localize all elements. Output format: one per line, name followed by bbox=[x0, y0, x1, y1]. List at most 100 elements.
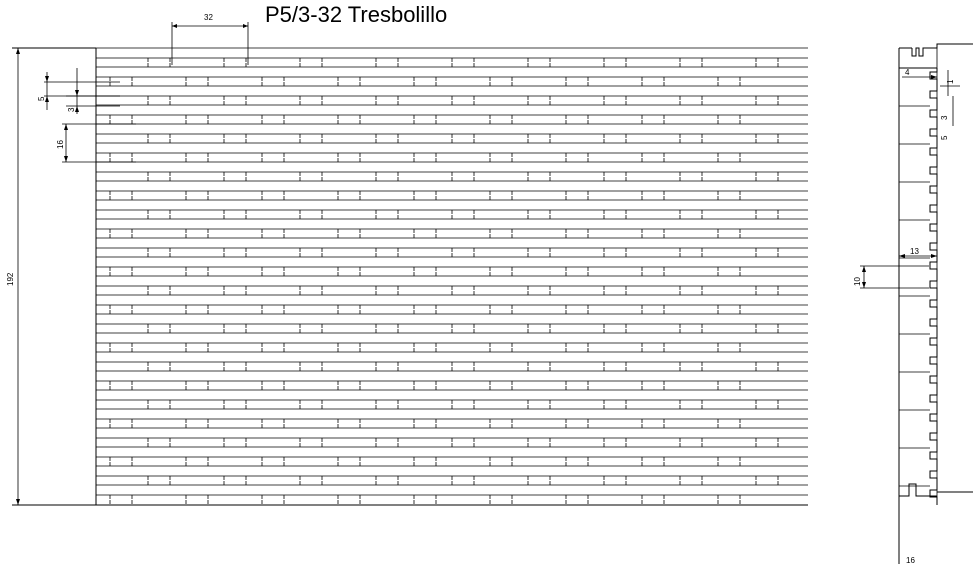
slot bbox=[299, 96, 323, 105]
slot bbox=[679, 172, 703, 181]
slot bbox=[261, 457, 285, 466]
slot bbox=[451, 362, 475, 371]
slot bbox=[375, 400, 399, 409]
slot bbox=[413, 191, 437, 200]
slot bbox=[261, 77, 285, 86]
slot bbox=[413, 267, 437, 276]
slot bbox=[527, 286, 551, 295]
slot bbox=[489, 267, 513, 276]
slot bbox=[565, 305, 589, 314]
slot bbox=[223, 172, 247, 181]
front-dimensions: 32 192 5 3 16 bbox=[6, 13, 249, 505]
slot bbox=[147, 96, 171, 105]
slot bbox=[337, 229, 361, 238]
slot bbox=[223, 324, 247, 333]
slot bbox=[375, 324, 399, 333]
slot-row bbox=[96, 218, 808, 238]
slot bbox=[755, 210, 779, 219]
slot bbox=[451, 438, 475, 447]
slot bbox=[413, 495, 437, 504]
slot bbox=[755, 286, 779, 295]
slot bbox=[603, 58, 627, 67]
row-pitch-label: 16 bbox=[56, 140, 65, 149]
slot bbox=[223, 362, 247, 371]
slot bbox=[451, 96, 475, 105]
slot bbox=[641, 153, 665, 162]
slot bbox=[185, 115, 209, 124]
slot bbox=[603, 210, 627, 219]
slot bbox=[641, 77, 665, 86]
slot bbox=[451, 58, 475, 67]
slot bbox=[185, 191, 209, 200]
slot bbox=[489, 305, 513, 314]
slot bbox=[413, 419, 437, 428]
slot bbox=[527, 210, 551, 219]
slot bbox=[755, 476, 779, 485]
slot bbox=[413, 77, 437, 86]
slot bbox=[375, 286, 399, 295]
slot bbox=[223, 286, 247, 295]
slot-row bbox=[96, 275, 808, 295]
slot bbox=[565, 419, 589, 428]
slot bbox=[641, 495, 665, 504]
slot bbox=[413, 457, 437, 466]
slot bbox=[185, 77, 209, 86]
slot bbox=[109, 343, 133, 352]
slot-row bbox=[96, 332, 808, 352]
slot bbox=[375, 248, 399, 257]
slot bbox=[413, 343, 437, 352]
slot bbox=[375, 96, 399, 105]
slot-row bbox=[96, 465, 808, 485]
slot bbox=[489, 381, 513, 390]
slot bbox=[489, 77, 513, 86]
bar-height-label: 3 bbox=[67, 107, 76, 112]
slot bbox=[337, 153, 361, 162]
slot bbox=[565, 191, 589, 200]
slot bbox=[147, 58, 171, 67]
slot bbox=[679, 400, 703, 409]
slot bbox=[565, 153, 589, 162]
slot bbox=[261, 153, 285, 162]
slot bbox=[755, 172, 779, 181]
slot bbox=[489, 191, 513, 200]
slot-row bbox=[96, 370, 808, 390]
slot bbox=[679, 476, 703, 485]
slot bbox=[565, 115, 589, 124]
slot bbox=[413, 381, 437, 390]
tooth-height-label: 10 bbox=[853, 277, 862, 286]
slot bbox=[337, 343, 361, 352]
slot bbox=[261, 381, 285, 390]
side-teeth-profile bbox=[929, 68, 938, 505]
slot bbox=[603, 476, 627, 485]
slot bbox=[527, 248, 551, 257]
slot bbox=[717, 305, 741, 314]
slot-row bbox=[96, 237, 808, 257]
slot bbox=[641, 229, 665, 238]
slot bbox=[717, 229, 741, 238]
slot bbox=[565, 229, 589, 238]
slot bbox=[223, 248, 247, 257]
slot bbox=[451, 172, 475, 181]
slot-row bbox=[96, 389, 808, 409]
gap-label: 1 bbox=[946, 79, 955, 84]
slot-row bbox=[96, 123, 808, 143]
slot bbox=[261, 305, 285, 314]
slot bbox=[299, 476, 323, 485]
slot bbox=[109, 381, 133, 390]
slot bbox=[527, 134, 551, 143]
slot bbox=[109, 419, 133, 428]
slot bbox=[337, 191, 361, 200]
slot bbox=[451, 134, 475, 143]
slot bbox=[185, 229, 209, 238]
slot bbox=[223, 476, 247, 485]
slot-row bbox=[96, 351, 808, 371]
slot bbox=[679, 324, 703, 333]
slot bbox=[337, 419, 361, 428]
slot bbox=[375, 210, 399, 219]
slot bbox=[261, 419, 285, 428]
slot bbox=[109, 115, 133, 124]
slot bbox=[641, 457, 665, 466]
slot-row bbox=[96, 313, 808, 333]
slot bbox=[299, 134, 323, 143]
slot bbox=[717, 495, 741, 504]
